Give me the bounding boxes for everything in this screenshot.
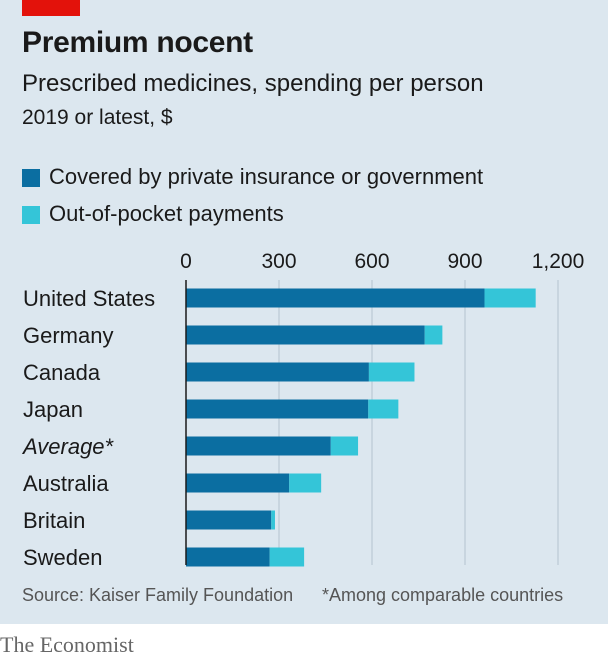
bar-covered [186, 362, 369, 382]
footnote: *Among comparable countries [322, 585, 564, 605]
brand-logo-text: The Economist [0, 632, 134, 657]
bar-out-of-pocket [271, 510, 275, 530]
source-note: Source: Kaiser Family Foundation [22, 585, 294, 605]
bar-out-of-pocket [368, 399, 399, 419]
bar-covered [186, 288, 485, 308]
legend-label-covered: Covered by private insurance or governme… [49, 164, 484, 189]
x-tick-label: 900 [447, 250, 482, 273]
bar-chart: 0 300 600 900 1,200 United States Germany Canad… [21, 250, 585, 570]
legend-swatch-covered [22, 169, 40, 187]
bar-covered [186, 510, 272, 530]
chart-subtitle: Prescribed medicines, spending per perso… [22, 70, 484, 97]
category-label: Britain [23, 508, 85, 533]
bar-covered [186, 325, 425, 345]
category-label: Japan [23, 397, 83, 422]
legend-swatch-out-of-pocket [22, 206, 40, 224]
bar-covered [186, 547, 270, 567]
category-label: Germany [23, 323, 113, 348]
bar-covered [186, 473, 290, 493]
bar-out-of-pocket [269, 547, 305, 567]
bar-out-of-pocket [330, 436, 359, 456]
category-label: United States [23, 286, 155, 311]
category-label: Canada [23, 360, 101, 385]
bar-covered [186, 436, 331, 456]
chart-unit: 2019 or latest, $ [22, 106, 173, 129]
x-tick-label: 1,200 [532, 250, 585, 273]
bar-out-of-pocket [368, 362, 415, 382]
category-label: Australia [23, 471, 109, 496]
brand-red-tag [22, 0, 80, 16]
bar-out-of-pocket [289, 473, 322, 493]
category-label: Sweden [23, 545, 103, 570]
chart-panel [0, 0, 608, 624]
chart-title: Premium nocent [22, 26, 253, 59]
x-tick-label: 300 [261, 250, 296, 273]
x-tick-label: 600 [354, 250, 389, 273]
bar-covered [186, 399, 369, 419]
x-tick-label: 0 [180, 250, 192, 273]
bar-out-of-pocket [424, 325, 443, 345]
legend-label-out-of-pocket: Out-of-pocket payments [49, 201, 284, 226]
category-label: Average* [21, 434, 115, 459]
bar-out-of-pocket [484, 288, 536, 308]
